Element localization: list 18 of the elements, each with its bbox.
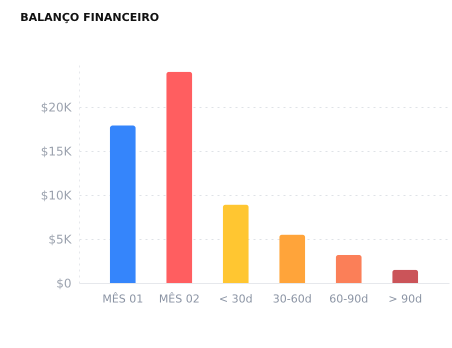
bar: [336, 254, 362, 283]
y-tick-label: $15K: [40, 144, 73, 158]
bar: [166, 72, 192, 283]
x-tick-label: 60-90d: [329, 292, 368, 306]
x-tick-label: MÊS 02: [158, 292, 200, 306]
bar: [392, 270, 418, 283]
y-tick-label: $0: [56, 276, 72, 290]
x-tick-label: 30-60d: [272, 292, 312, 306]
bar: [222, 204, 249, 283]
bar: [110, 125, 136, 283]
y-tick-label: $10K: [40, 188, 73, 202]
y-tick-label: $5K: [48, 232, 73, 246]
x-tick-label: > 90d: [388, 292, 422, 306]
x-tick-label: < 30d: [218, 292, 253, 306]
y-tick-label: $20K: [40, 100, 73, 114]
x-tick-label: MÊS 01: [102, 292, 144, 306]
bar: [279, 234, 306, 283]
chart-title: BALANÇO FINANCEIRO: [20, 11, 160, 24]
